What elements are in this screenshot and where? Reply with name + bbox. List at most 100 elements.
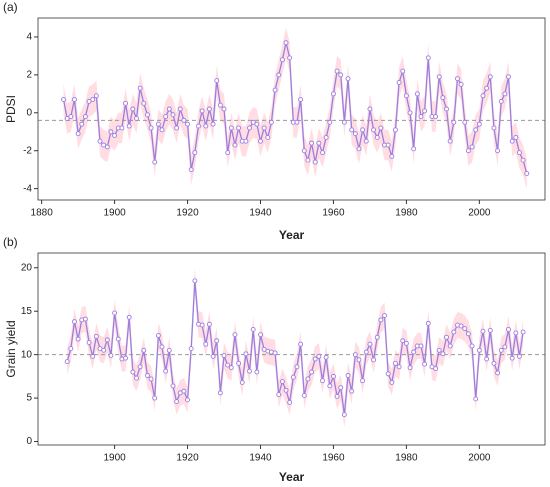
data-point	[141, 347, 147, 353]
data-point	[418, 343, 424, 349]
data-point	[104, 144, 110, 150]
data-point	[396, 364, 402, 370]
data-point	[210, 353, 216, 359]
data-point	[276, 392, 282, 398]
data-point	[491, 360, 497, 366]
data-point	[247, 368, 253, 374]
data-point	[498, 98, 504, 104]
data-point	[334, 68, 340, 74]
data-point	[75, 131, 81, 137]
data-point	[330, 373, 336, 379]
data-point	[316, 353, 322, 359]
data-point	[123, 100, 128, 106]
data-point	[97, 138, 103, 144]
data-point	[203, 123, 209, 129]
data-point	[250, 327, 256, 332]
data-point	[400, 68, 406, 74]
data-point	[352, 131, 358, 137]
data-point	[517, 150, 522, 156]
data-point	[393, 360, 398, 366]
data-point	[520, 329, 526, 335]
data-point	[294, 119, 300, 125]
data-point	[455, 76, 460, 82]
data-point	[265, 134, 271, 140]
data-point	[480, 93, 486, 99]
data-point	[309, 140, 315, 146]
data-point	[338, 72, 344, 78]
plot-box	[37, 252, 546, 446]
data-point	[279, 379, 285, 385]
data-point	[473, 127, 479, 133]
data-point	[323, 134, 329, 140]
data-point	[349, 127, 355, 133]
x-tick-label: 1960	[322, 453, 345, 464]
data-point	[341, 119, 347, 125]
data-point	[385, 371, 391, 377]
data-point	[159, 127, 165, 133]
data-point	[422, 361, 428, 367]
data-point	[214, 78, 220, 84]
data-point	[495, 370, 501, 376]
data-point	[400, 338, 406, 344]
data-point	[126, 314, 132, 320]
data-point	[327, 119, 333, 125]
data-point	[276, 72, 282, 78]
data-point	[484, 356, 490, 362]
data-point	[228, 365, 234, 371]
data-point	[243, 138, 249, 144]
data-point	[258, 332, 263, 338]
data-point	[217, 102, 223, 108]
data-point	[144, 373, 150, 378]
data-point	[236, 125, 242, 131]
y-tick-label: -2	[23, 145, 32, 156]
data-point	[447, 138, 453, 144]
data-point	[217, 390, 223, 396]
data-point	[363, 138, 369, 144]
x-tick-label: 1920	[176, 453, 199, 464]
data-point	[360, 378, 366, 384]
data-point	[367, 341, 373, 347]
data-point	[480, 328, 486, 334]
data-point	[75, 336, 81, 342]
data-point	[403, 93, 409, 99]
data-point	[444, 334, 449, 340]
data-point	[148, 125, 154, 131]
data-point	[352, 352, 358, 358]
data-point	[462, 119, 468, 125]
data-point	[130, 106, 136, 112]
data-point	[72, 319, 77, 325]
y-tick-label: -4	[23, 183, 32, 194]
data-point	[330, 91, 336, 97]
data-point	[396, 80, 402, 85]
data-point	[305, 157, 311, 163]
data-point	[425, 320, 431, 326]
data-point	[465, 148, 471, 154]
data-point	[458, 81, 464, 87]
data-point	[378, 317, 384, 323]
data-point	[93, 333, 99, 339]
data-point	[473, 396, 479, 402]
data-point	[243, 351, 249, 357]
data-point	[258, 138, 263, 144]
data-point	[112, 133, 118, 138]
data-point	[440, 351, 446, 357]
data-point	[181, 117, 187, 123]
data-point	[403, 340, 409, 346]
data-point	[374, 134, 380, 140]
data-point	[498, 347, 504, 353]
data-point	[196, 123, 201, 129]
data-point	[236, 360, 242, 366]
data-point	[520, 157, 526, 163]
data-point	[250, 119, 256, 125]
data-point	[232, 332, 238, 338]
data-point	[484, 85, 490, 91]
data-point	[349, 388, 355, 394]
data-point	[163, 368, 169, 374]
data-point	[506, 327, 511, 332]
data-point	[268, 119, 274, 125]
data-point	[144, 112, 150, 118]
y-tick-label: 2	[26, 70, 32, 81]
data-point	[458, 323, 464, 329]
confidence-band	[67, 267, 524, 428]
